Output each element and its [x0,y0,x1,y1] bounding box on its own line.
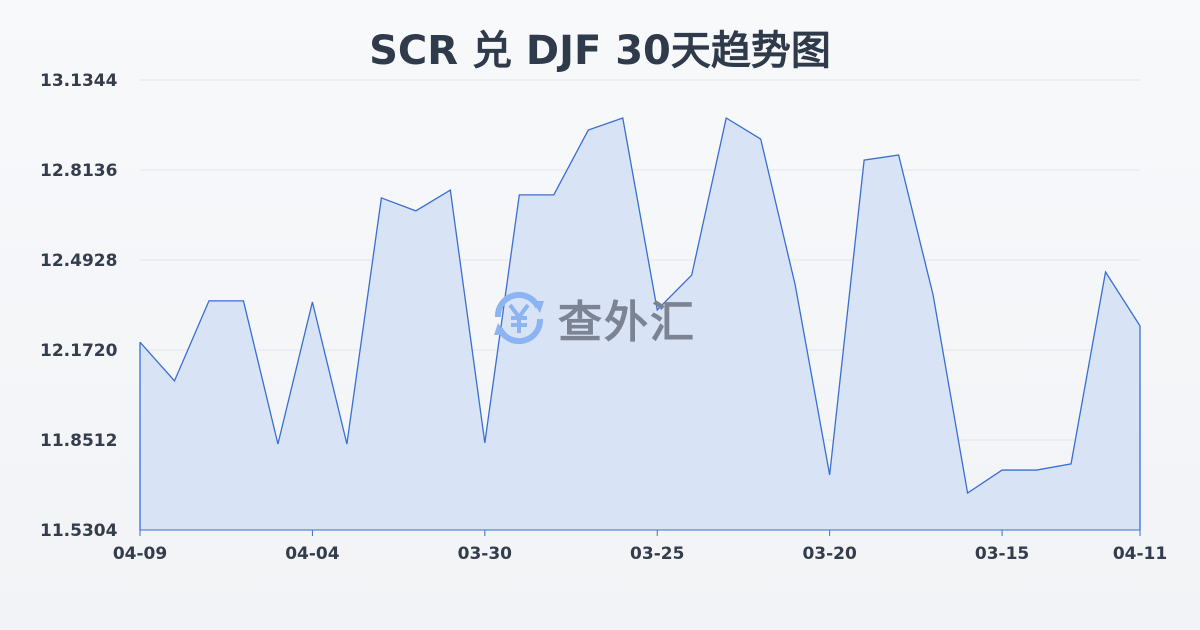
y-tick-label: 12.1720 [40,341,118,361]
x-tick-label: 03-30 [458,544,513,564]
x-tick-label: 04-11 [1113,544,1167,564]
watermark-text: 查外汇 [558,297,696,348]
y-tick-label: 13.1344 [40,71,118,91]
x-tick-label: 04-09 [113,544,167,564]
yen-exchange-icon [494,291,544,345]
x-tick-label: 04-04 [285,544,340,564]
x-tick-label: 03-25 [630,544,684,564]
y-tick-label: 12.4928 [40,251,117,271]
y-tick-label: 12.8136 [40,161,117,181]
series-line [139,116,1141,495]
y-tick-label: 11.8512 [40,431,117,451]
chart-title: SCR 兑 DJF 30天趋势图 [369,28,831,74]
x-tick-label: 03-20 [802,544,857,564]
area-fill [140,117,1140,531]
x-tick-label: 03-15 [975,544,1029,564]
watermark: 查外汇 [488,286,696,350]
y-tick-label: 11.5304 [40,521,118,541]
